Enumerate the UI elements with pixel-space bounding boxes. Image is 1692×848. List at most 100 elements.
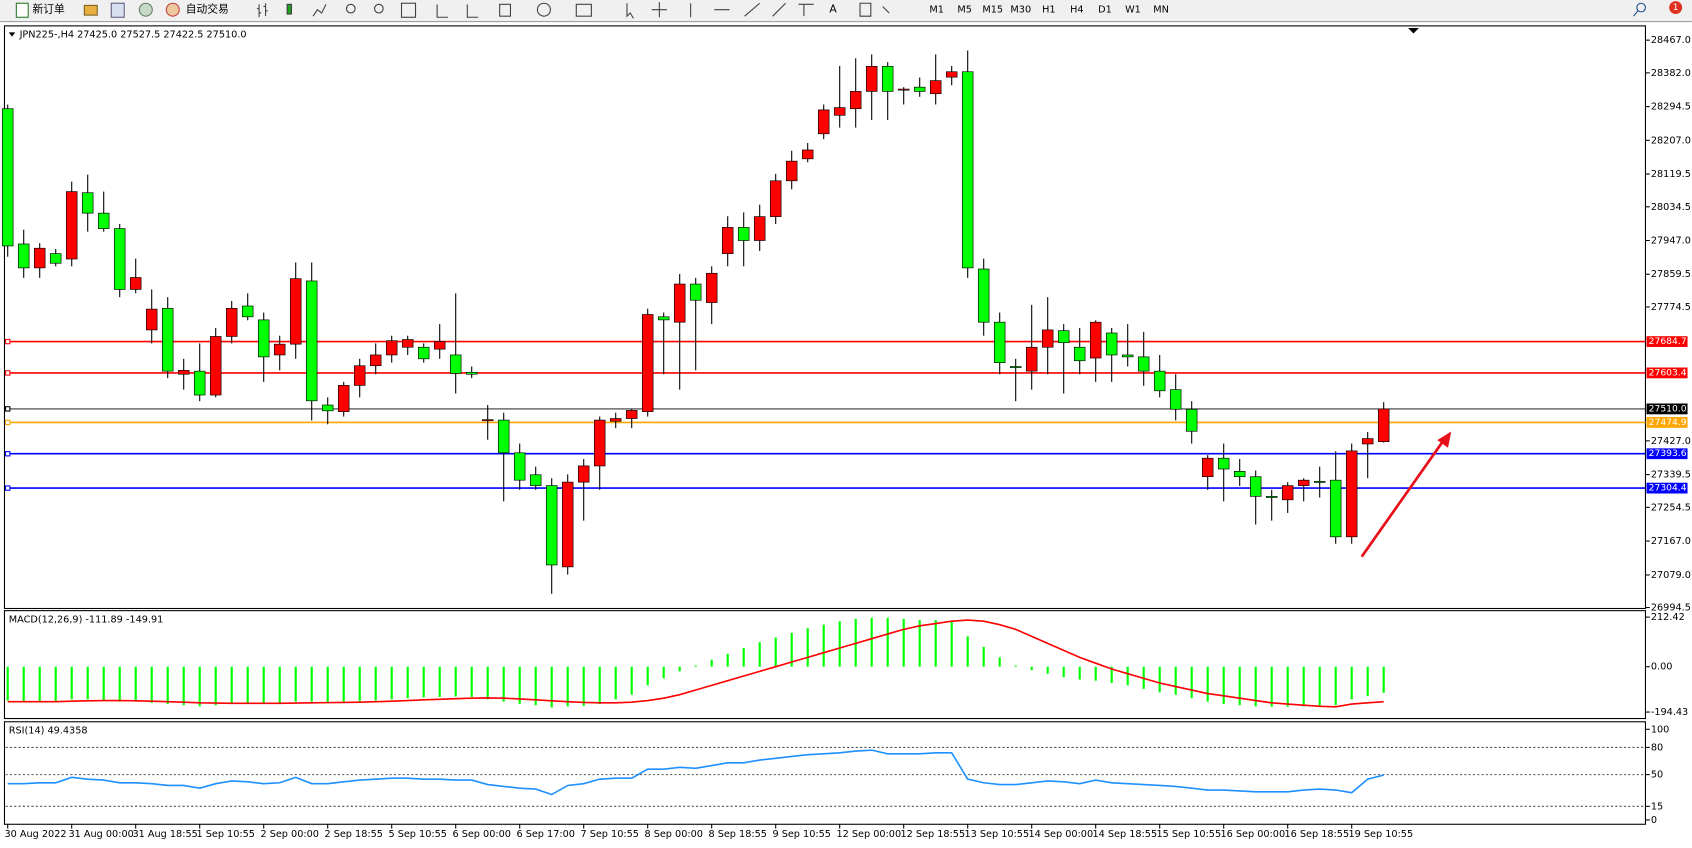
candle-body xyxy=(753,216,766,241)
zoom-in-tool[interactable] xyxy=(345,3,356,14)
template-tool[interactable] xyxy=(575,3,592,17)
candle-body xyxy=(1329,479,1342,538)
level-label: 27474.9 xyxy=(1649,417,1687,428)
candle-body xyxy=(433,341,446,350)
candle-body xyxy=(1361,438,1374,445)
annotation-arrow-head xyxy=(1437,431,1452,448)
y-tick-label: 27167.0 xyxy=(1651,536,1691,547)
auto-trading-icon[interactable] xyxy=(165,2,180,17)
candle-body xyxy=(17,243,30,269)
indicator-tool[interactable] xyxy=(499,3,512,17)
notification-count: 1 xyxy=(1673,3,1679,13)
candle-body xyxy=(49,253,62,264)
x-tick-label: 16 Sep 18:55 xyxy=(1284,829,1349,840)
rsi-panel-frame xyxy=(3,721,1646,825)
candle-body xyxy=(241,305,254,318)
timeframe-button[interactable]: MN xyxy=(1153,5,1169,16)
level-label: 27603.4 xyxy=(1649,367,1687,378)
tool-icon[interactable] xyxy=(110,2,125,18)
candle-body xyxy=(593,419,606,467)
y-tick-label: 0.00 xyxy=(1651,662,1673,673)
level-label: 27304.4 xyxy=(1649,483,1687,494)
candle-body xyxy=(689,283,702,301)
timeframe-button[interactable]: M30 xyxy=(1010,5,1031,16)
period-tool[interactable] xyxy=(536,2,551,17)
candle-body xyxy=(913,86,926,92)
signal-line xyxy=(7,619,1384,708)
candle-body xyxy=(33,247,46,269)
timeframe-buttons: M1 M5 M15 M30 H1 H4 D1 W1 MN xyxy=(929,5,1168,16)
x-tick-label: 30 Aug 2022 xyxy=(4,829,66,840)
candle-body xyxy=(929,80,942,95)
search-icon[interactable] xyxy=(1636,2,1646,13)
timeframe-button[interactable]: M5 xyxy=(957,5,972,16)
new-order-button[interactable]: 新订单 xyxy=(33,3,66,16)
y-tick-label: 27427.0 xyxy=(1651,436,1691,447)
level-label-box xyxy=(1646,367,1688,379)
tile-tool[interactable] xyxy=(400,2,417,18)
level-handle xyxy=(5,406,11,412)
auto-trading-button[interactable]: 自动交易 xyxy=(186,3,229,16)
search-icon-handle xyxy=(1633,10,1639,17)
y-tick-label: 27254.5 xyxy=(1651,502,1691,513)
candle-body xyxy=(177,370,190,375)
drawing-tools[interactable] xyxy=(626,2,890,19)
timeframe-button[interactable]: M15 xyxy=(982,5,1003,16)
notification-badge[interactable] xyxy=(1669,1,1683,15)
x-tick-label: 5 Sep 10:55 xyxy=(388,829,447,840)
x-tick-label: 15 Sep 10:55 xyxy=(1156,829,1221,840)
candle-body xyxy=(1,108,14,247)
candle-body xyxy=(193,370,206,396)
x-tick-label: 2 Sep 00:00 xyxy=(260,829,318,840)
text-tool[interactable]: A xyxy=(829,3,837,16)
y-tick-label: 28207.0 xyxy=(1651,135,1691,146)
candle-body xyxy=(1345,450,1358,538)
y-tick-label: -194.43 xyxy=(1651,707,1688,718)
candle-body xyxy=(289,278,302,345)
tool-icon[interactable] xyxy=(83,4,98,16)
tool-icon[interactable] xyxy=(138,2,153,17)
candle-body xyxy=(369,354,382,367)
x-tick-label: 19 Sep 10:55 xyxy=(1348,829,1413,840)
candle-body xyxy=(561,481,574,568)
zoom-out-tool[interactable] xyxy=(373,3,384,14)
candle-body xyxy=(1057,330,1070,343)
level-handle xyxy=(5,338,11,345)
y-tick-label: 27947.0 xyxy=(1651,236,1691,247)
y-tick-label: 28294.5 xyxy=(1651,102,1691,113)
x-tick-label: 2 Sep 18:55 xyxy=(324,829,383,840)
scroll-tools[interactable] xyxy=(436,4,479,18)
rsi-header: RSI(14) 49.4358 xyxy=(9,725,88,736)
y-tick-label: 80 xyxy=(1651,742,1663,753)
candle-body xyxy=(833,107,846,116)
candle-body xyxy=(385,340,398,356)
timeframe-button[interactable]: H1 xyxy=(1042,5,1055,16)
timeframe-button[interactable]: H4 xyxy=(1070,5,1083,16)
level-handle xyxy=(5,370,11,376)
candle-tool[interactable] xyxy=(286,3,292,15)
y-tick-label: 28467.0 xyxy=(1651,35,1691,46)
line-chart-tool[interactable] xyxy=(312,4,327,17)
candle-body xyxy=(1185,408,1198,432)
candle-body xyxy=(625,410,638,419)
level-label-box xyxy=(1646,448,1688,460)
candle-body xyxy=(785,160,798,182)
candle-body xyxy=(1297,479,1310,486)
candle-body xyxy=(161,308,174,372)
candle-body xyxy=(465,371,478,375)
candle-body xyxy=(721,227,734,254)
candle-body xyxy=(1137,356,1150,372)
y-tick-label: 27774.5 xyxy=(1651,302,1691,313)
new-order-icon[interactable] xyxy=(15,2,29,18)
candle-body xyxy=(897,88,910,91)
timeframe-button[interactable]: D1 xyxy=(1098,5,1112,16)
y-tick-label: 15 xyxy=(1651,801,1663,812)
x-tick-label: 8 Sep 00:00 xyxy=(644,829,703,840)
timeframe-button[interactable]: M1 xyxy=(929,5,944,16)
candle-body xyxy=(849,91,862,110)
timeframe-button[interactable]: W1 xyxy=(1125,5,1141,16)
candle-body xyxy=(145,308,158,331)
bar-chart-tool[interactable] xyxy=(256,3,268,18)
